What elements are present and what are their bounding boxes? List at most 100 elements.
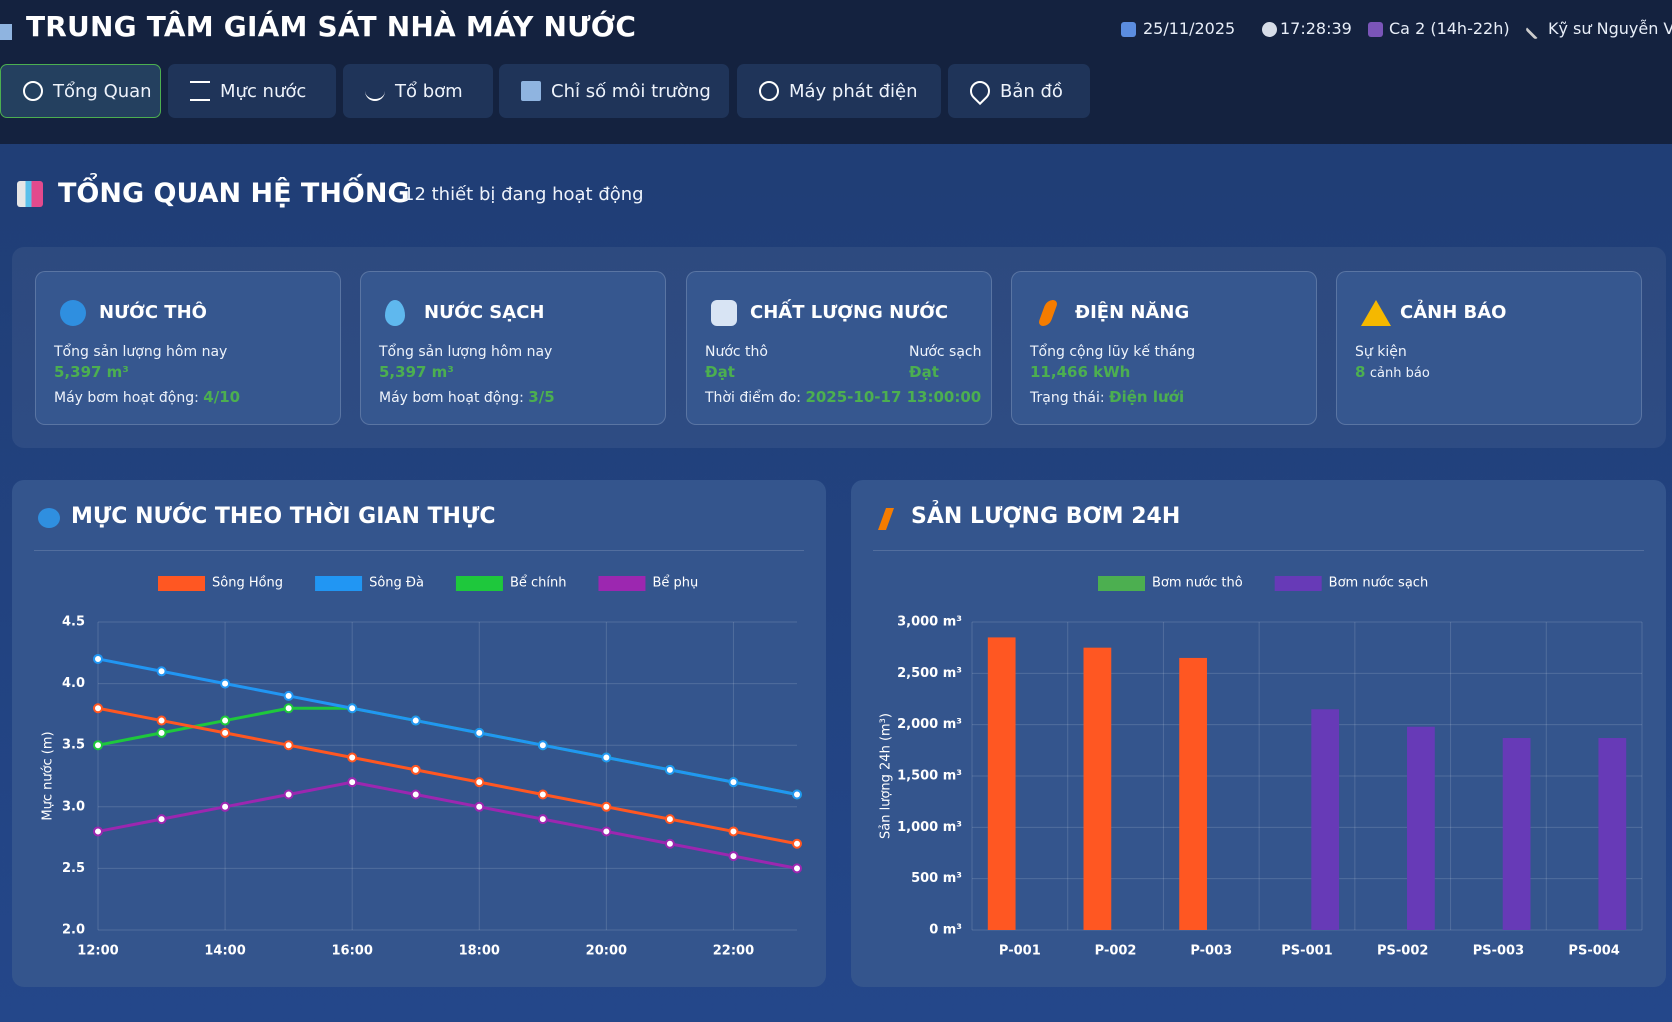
legend-swatch [315,576,363,591]
section-title: TỔNG QUAN HỆ THỐNG [58,178,410,209]
point [156,666,167,677]
tab-label: Bản đồ [1000,80,1063,102]
y-tick-label: 2.5 [62,861,85,876]
legend-swatch [598,576,646,591]
x-tick-label: PS-002 [1377,944,1428,959]
point [664,814,675,825]
y-axis-label: Mực nước (m) [41,731,56,820]
legend-label: Bơm nước thô [1152,576,1243,591]
divider [873,550,1644,551]
card: CẢNH BÁO Sự kiện 8 cảnh báo [1336,271,1642,425]
nav-tab[interactable]: Tổng Quan [0,64,161,118]
point [601,752,612,763]
legend-label: Bể phụ [652,576,698,591]
line [97,706,798,796]
point [220,801,231,812]
tab-label: Mực nước [220,80,307,102]
y-tick-label: 2.0 [62,923,85,938]
point [156,715,167,726]
card-value: 8 [1355,363,1366,381]
point [347,703,358,714]
panel-icon [38,508,60,528]
point [792,838,802,849]
y-tick-label: 2,000 m³ [897,717,962,732]
y-tick-label: 3.0 [62,799,85,814]
nav-tab[interactable]: Bản đồ [948,64,1090,118]
nav-tab[interactable]: Chỉ số môi trường [499,64,729,118]
y-tick-label: 3.5 [62,738,85,753]
x-tick-label: 22:00 [713,944,754,959]
section-icon [17,181,43,207]
legend-swatch [1274,576,1322,591]
card-icon [385,300,405,326]
shift-icon [1368,22,1383,37]
legend-swatch [158,576,205,591]
shift: Ca 2 (14h-22h) [1389,19,1510,38]
point [537,740,548,751]
section-subtitle: 12 thiết bị đang hoạt động [403,184,644,205]
y-tick-label: 4.5 [62,615,85,630]
legend-label: Bể chính [510,576,567,591]
card-label: Tổng sản lượng hôm nay [54,344,228,360]
chart-title: MỰC NƯỚC THEO THỜI GIAN THỰC [71,504,496,529]
x-tick-label: 16:00 [331,944,372,959]
card-label: Tổng sản lượng hôm nay [379,344,553,360]
time: 17:28:39 [1280,19,1352,38]
header: TRUNG TÂM GIÁM SÁT NHÀ MÁY NƯỚC 25/11/20… [0,0,1672,144]
bar [1407,726,1435,930]
point [93,703,103,714]
tab-icon [23,81,43,101]
time-icon [1262,22,1277,37]
point [601,801,612,812]
point [410,764,421,775]
card: ĐIỆN NĂNG Tổng cộng lũy kế tháng 11,466 … [1011,271,1317,425]
point [664,764,675,775]
card-icon [60,300,86,326]
line [97,657,798,796]
x-tick-label: P-002 [1095,944,1137,959]
point [283,690,294,701]
card: NƯỚC SẠCH Tổng sản lượng hôm nay 5,397 m… [360,271,666,425]
y-tick-label: 500 m³ [911,871,962,886]
bar [1502,738,1531,930]
point [220,678,231,689]
x-tick-label: P-001 [999,944,1041,959]
card-value: 11,466 kWh [1030,363,1131,381]
point [347,752,358,763]
line [97,706,798,846]
point [537,814,548,825]
point [601,826,612,837]
nav-tab[interactable]: Tổ bơm [343,64,493,118]
card-title: NƯỚC SẠCH [424,302,545,323]
bar [1083,647,1112,930]
y-tick-label: 1,000 m³ [897,820,962,835]
card-title: NƯỚC THÔ [99,302,207,323]
tab-label: Tổng Quan [53,80,152,102]
point [93,740,103,751]
card-label: Nước thô [705,344,768,360]
tab-icon [759,81,779,101]
point [474,801,485,812]
chart-panel: MỰC NƯỚC THEO THỜI GIAN THỰC [12,480,826,987]
x-tick-label: PS-001 [1281,944,1332,959]
card-icon [711,300,737,326]
point [93,653,103,664]
x-tick-label: P-003 [1190,944,1232,959]
point [283,703,294,714]
y-tick-label: 2,500 m³ [897,666,962,681]
tab-icon [365,81,385,101]
card-title: CHẤT LƯỢNG NƯỚC [750,302,949,323]
y-axis-label: Sản lượng 24h (m³) [879,713,894,839]
app-title: TRUNG TÂM GIÁM SÁT NHÀ MÁY NƯỚC [26,10,637,43]
point [474,727,485,738]
card-label: Nước sạch [909,344,982,360]
point [156,727,167,738]
nav-tab[interactable]: Mực nước [168,64,336,118]
legend-swatch [1098,576,1145,591]
point [283,740,294,751]
tab-icon [190,81,210,101]
tab-label: Tổ bơm [395,80,463,102]
nav-tab[interactable]: Máy phát điện [737,64,941,118]
card: CHẤT LƯỢNG NƯỚC Nước thô Đạt Nước sạch Đ… [686,271,992,425]
